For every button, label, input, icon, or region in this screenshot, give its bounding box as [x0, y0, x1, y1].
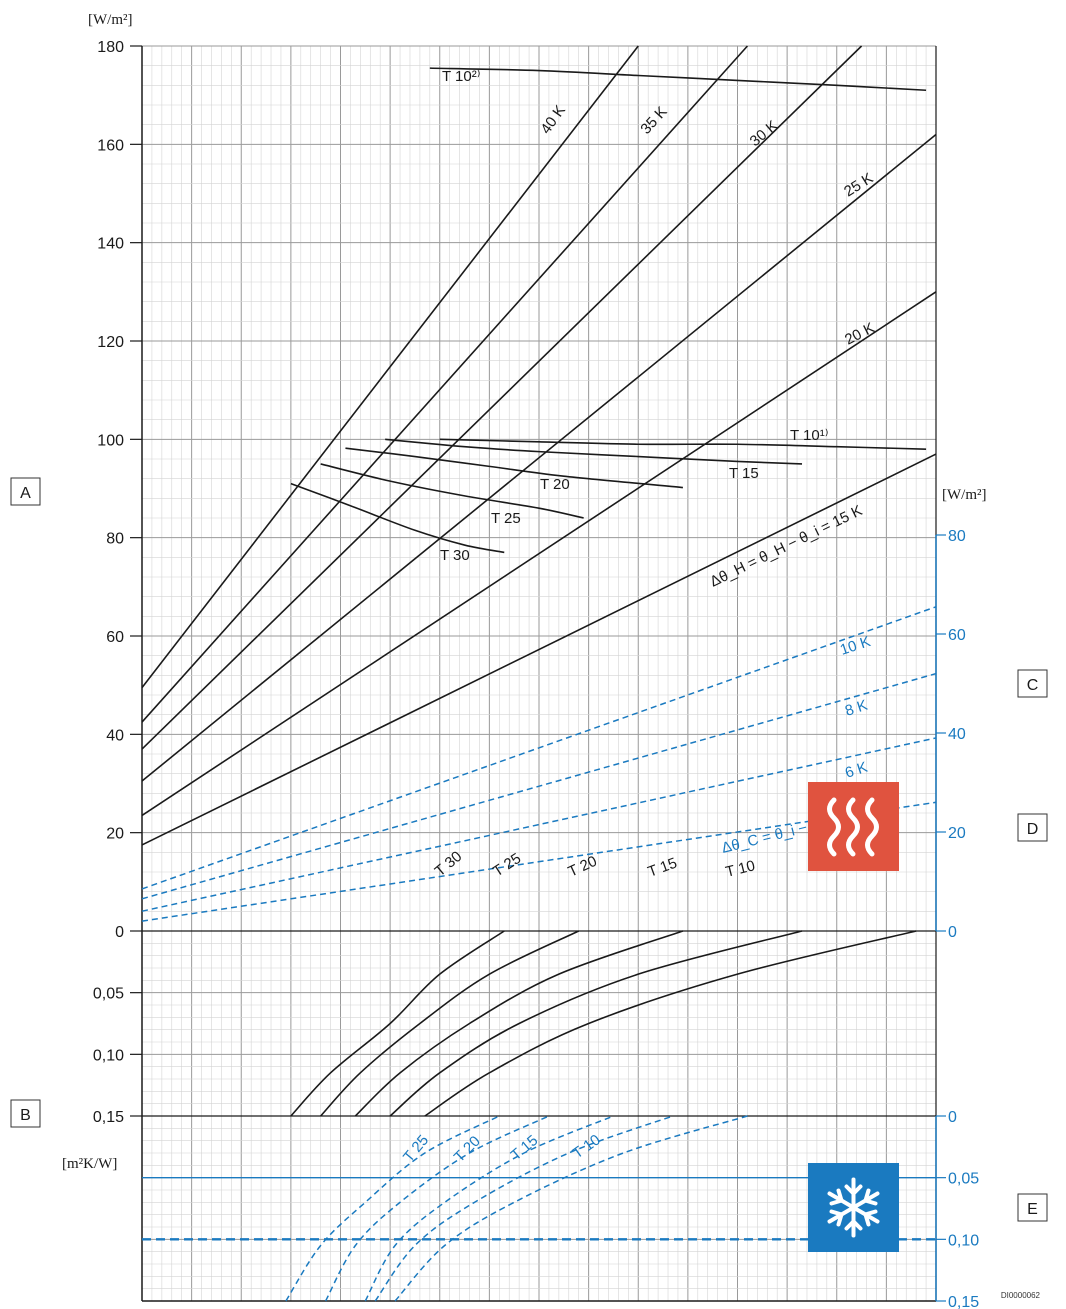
cooling-resistance-label: T 25 — [400, 1132, 432, 1166]
resistance-tick-label: 0,10 — [93, 1047, 124, 1064]
svg-text:A: A — [20, 485, 31, 502]
chart-lines — [141, 45, 937, 1302]
cooling-resistance-curve — [364, 1115, 614, 1302]
cooling-line — [141, 672, 937, 900]
heating-limit-curve — [345, 447, 683, 489]
heating-resistance-label: T 30 — [432, 848, 466, 880]
cooling-resistance-curve — [324, 1115, 550, 1302]
svg-text:C: C — [1027, 677, 1039, 694]
chart-grid — [141, 45, 937, 1302]
limit-curve-label: T 30 — [440, 547, 470, 564]
heating-line-label: 35 K — [637, 103, 670, 137]
heating-line — [141, 291, 937, 817]
box-label-b: B — [10, 1099, 41, 1128]
left-tick-label: 100 — [97, 432, 124, 449]
heating-resistance-curve — [290, 930, 505, 1117]
box-label-c: C — [1017, 669, 1048, 698]
resistance-unit-label: [m²K/W] — [62, 1156, 117, 1172]
resistance-tick-label: 0,15 — [93, 1109, 124, 1126]
heating-limit-curve — [290, 482, 505, 554]
heating-line-label: 30 K — [747, 117, 782, 150]
left-unit-label: [W/m²] — [88, 12, 132, 28]
right-tick-label: 20 — [948, 825, 966, 842]
limit-curve-label: T 20 — [540, 476, 570, 493]
resistance-tick-label: 0,05 — [93, 986, 124, 1003]
curve-labels: 40 K 35 K 30 K25 K20 KΔθ_H = θ_H − θ_i = 1… — [400, 68, 878, 1166]
left-tick-label: 160 — [97, 137, 124, 154]
heating-resistance-label: T 15 — [646, 855, 680, 881]
heating-line-label: Δθ_H = θ_H − θ_i = 15 K — [707, 502, 865, 591]
limit-curve-label: T 10¹⁾ — [790, 427, 828, 444]
left-tick-label: 180 — [97, 39, 124, 56]
heating-line — [141, 45, 863, 750]
limit-curve-label: T 25 — [491, 510, 521, 527]
cooling-resistance-tick-label: 0 — [948, 1109, 957, 1126]
cooling-line — [141, 801, 937, 922]
heating-limit-curve — [429, 67, 927, 92]
svg-text:D: D — [1027, 821, 1039, 838]
cooling-line-label: 10 K — [838, 633, 873, 659]
tick-labels: 0 20 40 60 80 100 120 140 160 180 0 20 40 60 80 0,05 0,1… — [93, 39, 979, 1309]
heating-line-label: 40 K — [537, 102, 569, 137]
right-tick-label: 0 — [948, 924, 957, 941]
left-tick-label: 120 — [97, 334, 124, 351]
cooling-resistance-tick-label: 0,05 — [948, 1171, 979, 1188]
left-tick-label: 80 — [106, 531, 124, 548]
heating-resistance-curve — [424, 930, 917, 1117]
heating-limit-curve — [439, 438, 927, 450]
reference-code: DI0000062 — [1001, 1291, 1041, 1300]
left-tick-label: 0 — [115, 924, 124, 941]
heating-resistance-curve — [389, 930, 803, 1117]
cooling-resistance-tick-label: 0,15 — [948, 1294, 979, 1309]
cooling-resistance-label: T 15 — [508, 1132, 542, 1164]
left-tick-label: 20 — [106, 826, 124, 843]
box-label-d: D — [1017, 813, 1048, 842]
right-tick-label: 40 — [948, 726, 966, 743]
left-tick-label: 40 — [106, 727, 124, 744]
right-tick-label: 80 — [948, 528, 966, 545]
svg-text:E: E — [1027, 1201, 1038, 1218]
heating-line-label: 20 K — [842, 319, 877, 348]
heating-resistance-curve — [320, 930, 580, 1117]
heating-line — [141, 45, 639, 689]
cooling-line — [141, 737, 937, 912]
heating-resistance-curve — [354, 930, 684, 1117]
heating-limit-curve — [385, 438, 803, 465]
cooling-resistance-tick-label: 0,10 — [948, 1232, 979, 1249]
cooling-resistance-curve — [394, 1115, 748, 1302]
cooling-resistance-curve — [285, 1115, 500, 1302]
right-tick-label: 60 — [948, 627, 966, 644]
heating-line — [141, 45, 749, 723]
limit-curve-label: T 15 — [729, 465, 759, 482]
box-label-a: A — [10, 477, 41, 506]
heat-waves-icon — [808, 782, 899, 871]
box-label-e: E — [1017, 1193, 1048, 1222]
cooling-resistance-curve — [374, 1115, 674, 1302]
left-tick-label: 140 — [97, 236, 124, 253]
right-unit-label: [W/m²] — [942, 487, 986, 503]
heating-resistance-label: T 10 — [724, 857, 757, 881]
heating-line — [141, 453, 937, 846]
heating-line — [141, 133, 937, 782]
limit-curve-label: T 10²⁾ — [442, 68, 480, 85]
cooling-line-label: 6 K — [843, 759, 870, 782]
heating-limit-curve — [320, 463, 584, 519]
cooling-line-label: 8 K — [843, 697, 870, 720]
snowflake-icon — [808, 1163, 899, 1252]
svg-text:B: B — [20, 1107, 31, 1124]
cooling-line — [141, 606, 937, 890]
left-tick-label: 60 — [106, 629, 124, 646]
